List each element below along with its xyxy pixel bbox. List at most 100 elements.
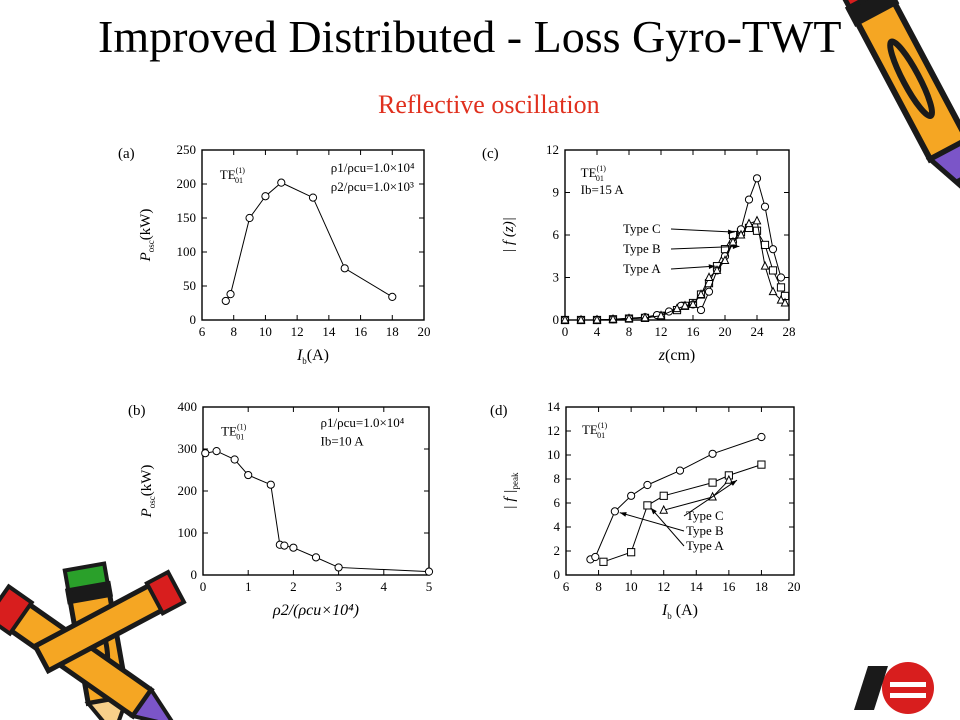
data-point: [696, 289, 706, 298]
data-point: [608, 313, 618, 323]
data-point: [334, 563, 343, 572]
data-point: [591, 552, 600, 562]
data-point: [212, 447, 221, 456]
y-tick-label: 3: [553, 270, 560, 285]
x-tick-label: 14: [322, 324, 336, 339]
data-point: [672, 303, 682, 313]
annotation: Ib=10 A: [321, 434, 365, 449]
x-tick-label: 0: [200, 579, 207, 594]
callout-label: Type C: [686, 508, 724, 523]
data-point: [643, 480, 652, 490]
annotation: TE(1) 01: [221, 423, 247, 442]
x-tick-label: 20: [719, 324, 732, 339]
y-tick-label: 200: [177, 176, 197, 191]
x-axis-label: Ib (A): [661, 602, 698, 621]
callout-arrowhead: [619, 512, 627, 517]
callout-arrowhead: [732, 244, 740, 249]
data-point: [752, 226, 762, 235]
data-point: [752, 174, 762, 183]
data-point: [221, 296, 230, 306]
callout-label: Type A: [686, 538, 724, 553]
x-tick-label: 20: [788, 579, 801, 594]
y-tick-label: 250: [177, 142, 197, 157]
x-tick-label: 18: [386, 324, 399, 339]
y-axis-label: Posc(kW): [139, 465, 157, 519]
x-tick-label: 10: [259, 324, 272, 339]
annotation: ρ1/ρcu=1.0×10⁴: [321, 415, 405, 430]
callout-label: Type B: [623, 241, 661, 256]
data-point: [643, 501, 652, 510]
data-point: [656, 310, 666, 320]
callout-arrowhead: [730, 480, 737, 486]
data-point: [560, 314, 570, 324]
callout-arrowhead: [650, 507, 657, 515]
callout-arrow: [670, 228, 735, 233]
x-tick-label: 16: [722, 579, 736, 594]
y-tick-label: 12: [546, 142, 559, 157]
data-point: [760, 260, 770, 270]
series-line: [603, 464, 762, 563]
callout-label: Type C: [623, 221, 661, 236]
data-point: [712, 265, 722, 274]
series-circles: [586, 432, 766, 564]
y-tick-label: 0: [554, 567, 561, 582]
data-point: [744, 195, 754, 204]
data-point: [724, 474, 734, 484]
callout-arrow: [619, 512, 685, 532]
y-tick-label: 4: [554, 519, 561, 534]
y-tick-label: 100: [177, 244, 197, 259]
x-tick-label: 8: [626, 324, 633, 339]
data-point: [744, 218, 754, 228]
data-point: [768, 286, 778, 296]
data-point: [280, 541, 289, 550]
data-point: [308, 193, 318, 202]
annotation: TE(1) 01: [220, 166, 246, 185]
x-tick-label: 18: [755, 579, 768, 594]
data-point: [245, 213, 254, 223]
panel-label: (a): [118, 146, 135, 162]
callout-arrow: [670, 245, 740, 250]
pencil-icon: [0, 583, 180, 720]
data-point: [675, 466, 685, 475]
y-tick-label: 6: [554, 495, 561, 510]
data-point: [768, 266, 778, 275]
x-tick-label: 8: [595, 579, 602, 594]
x-tick-label: 12: [291, 324, 304, 339]
x-tick-label: 6: [563, 579, 570, 594]
callout-label: Type A: [623, 261, 661, 276]
data-point: [230, 455, 239, 464]
x-tick-label: 5: [426, 579, 433, 594]
data-point: [261, 192, 270, 201]
chart-c: 0 4 8 12 16 20 24 28 0 3 6 9 12 (c) z(cm) | f (z)| TE(1)…: [482, 142, 796, 364]
data-point: [680, 300, 690, 310]
panel-label: (d): [490, 403, 508, 419]
data-point: [201, 449, 210, 458]
data-point: [624, 313, 634, 323]
series-line: [565, 220, 786, 321]
annotation: ρ1/ρcu=1.0×10⁴: [331, 160, 415, 175]
x-axis-label: ρ2/(ρcu×10⁴): [272, 602, 359, 619]
logo-icon: [854, 662, 934, 714]
data-point: [311, 553, 321, 562]
data-point: [736, 229, 746, 239]
panel-label: (b): [128, 403, 146, 419]
series-line: [225, 182, 393, 302]
data-point: [592, 314, 602, 324]
x-tick-label: 10: [625, 579, 638, 594]
x-tick-label: 20: [418, 324, 431, 339]
x-tick-label: 6: [199, 324, 206, 339]
y-axis-label: | f (z)|: [501, 217, 517, 253]
y-tick-label: 0: [190, 312, 197, 327]
slide-title: Improved Distributed - Loss Gyro-TWT: [98, 11, 842, 62]
data-point: [696, 305, 706, 315]
y-tick-label: 0: [553, 312, 560, 327]
chart-b: 0 1 2 3 4 5 0 100 200 300 400 (b) ρ2/(ρcu×10⁴) Posc(k…: [128, 399, 434, 619]
y-tick-label: 14: [547, 399, 561, 414]
series-type-a: [560, 215, 790, 324]
series-main: [201, 447, 434, 576]
y-tick-label: 400: [178, 399, 198, 414]
data-point: [640, 312, 650, 322]
data-point: [627, 491, 636, 500]
data-point: [289, 543, 298, 552]
